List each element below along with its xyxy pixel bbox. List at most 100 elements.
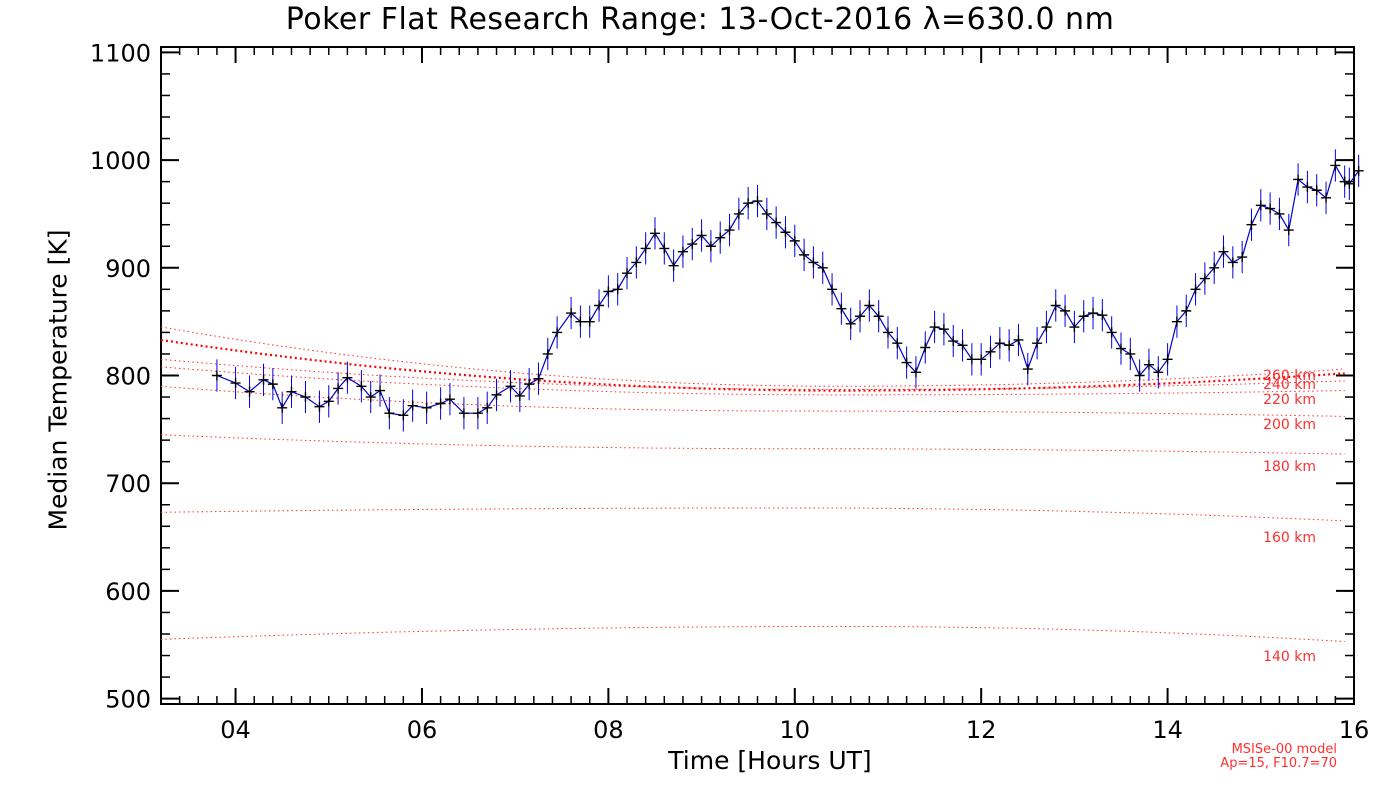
data-point bbox=[1181, 305, 1192, 316]
data-point bbox=[901, 357, 912, 368]
y-tick-label: 800 bbox=[105, 363, 151, 391]
data-point bbox=[575, 316, 586, 327]
data-markers bbox=[211, 160, 1364, 421]
data-point bbox=[864, 300, 875, 311]
data-point bbox=[836, 303, 847, 314]
data-point bbox=[375, 385, 386, 396]
data-point bbox=[1032, 338, 1043, 349]
data-point bbox=[631, 257, 642, 268]
model-label: 140 km bbox=[1263, 649, 1316, 665]
data-point bbox=[724, 225, 735, 236]
data-point bbox=[1246, 219, 1257, 230]
series-line bbox=[216, 163, 1360, 417]
y-tick-label: 700 bbox=[105, 470, 151, 498]
data-point bbox=[1115, 343, 1126, 354]
data-point bbox=[1078, 311, 1089, 322]
data-point bbox=[1106, 327, 1117, 338]
data-point bbox=[244, 386, 255, 397]
data-point bbox=[566, 308, 577, 319]
data-point bbox=[482, 402, 493, 413]
data-point bbox=[799, 249, 810, 260]
data-point bbox=[552, 327, 563, 338]
y-tick-label: 1000 bbox=[90, 147, 151, 175]
x-tick-label: 06 bbox=[407, 716, 438, 744]
model-curves bbox=[160, 326, 1345, 642]
data-point bbox=[640, 243, 651, 254]
data-point bbox=[435, 398, 446, 409]
data-point bbox=[342, 372, 353, 383]
data-point bbox=[817, 262, 828, 273]
data-point bbox=[910, 367, 921, 378]
data-point bbox=[985, 346, 996, 357]
data-point bbox=[1255, 200, 1266, 211]
data-point bbox=[957, 340, 968, 351]
data-point bbox=[1302, 182, 1313, 193]
data-point bbox=[780, 227, 791, 238]
data-point bbox=[659, 243, 670, 254]
data-point bbox=[948, 336, 959, 347]
model-label: 220 km bbox=[1263, 392, 1316, 408]
model-note-name: MSISe-00 model bbox=[1231, 742, 1337, 757]
data-point bbox=[705, 241, 716, 252]
data-point bbox=[1199, 273, 1210, 284]
data-point bbox=[333, 383, 344, 394]
data-point bbox=[267, 379, 278, 390]
data-point bbox=[1004, 340, 1015, 351]
data-point bbox=[323, 396, 334, 407]
data-point bbox=[1283, 225, 1294, 236]
data-point bbox=[994, 338, 1005, 349]
data-point bbox=[808, 257, 819, 268]
data-point bbox=[603, 286, 614, 297]
data-point bbox=[365, 392, 376, 403]
data-point bbox=[277, 402, 288, 413]
data-point bbox=[398, 410, 409, 421]
data-point bbox=[771, 217, 782, 228]
x-tick-label: 08 bbox=[593, 716, 624, 744]
tick-labels: 04 06 08 10 12 14 16 500 600 700 800 900 1000 1100 bbox=[90, 39, 1369, 744]
y-tick-label: 500 bbox=[105, 686, 151, 714]
data-point bbox=[715, 232, 726, 243]
data-point bbox=[458, 408, 469, 419]
data-point bbox=[505, 381, 516, 392]
data-point bbox=[920, 342, 931, 353]
data-point bbox=[892, 338, 903, 349]
data-point bbox=[929, 322, 940, 333]
data-point bbox=[524, 379, 535, 390]
data-point bbox=[668, 260, 679, 271]
data-point bbox=[1190, 284, 1201, 295]
data-point bbox=[1339, 176, 1350, 187]
data-point bbox=[1265, 203, 1276, 214]
data-point bbox=[1330, 160, 1341, 171]
error-bars bbox=[216, 149, 1360, 432]
data-point bbox=[1321, 192, 1332, 203]
plot-frame bbox=[160, 46, 1355, 705]
data-point bbox=[938, 324, 949, 335]
data-point bbox=[258, 374, 269, 385]
x-tick-label: 16 bbox=[1339, 716, 1370, 744]
data-point bbox=[1097, 310, 1108, 321]
y-tick-label: 900 bbox=[105, 255, 151, 283]
data-point bbox=[584, 316, 595, 327]
data-point bbox=[1134, 370, 1145, 381]
data-point bbox=[421, 402, 432, 413]
data-point bbox=[1237, 252, 1248, 263]
data-point bbox=[1293, 174, 1304, 185]
data-point bbox=[1125, 348, 1136, 359]
data-series bbox=[216, 163, 1360, 417]
data-point bbox=[966, 354, 977, 365]
data-point bbox=[1171, 316, 1182, 327]
data-point bbox=[827, 284, 838, 295]
model-curve-260km bbox=[160, 326, 1345, 387]
data-point bbox=[230, 378, 241, 389]
model-label: 260 km bbox=[1263, 368, 1316, 384]
data-point bbox=[384, 408, 395, 419]
data-point bbox=[873, 311, 884, 322]
data-point bbox=[1013, 334, 1024, 345]
model-label: 180 km bbox=[1263, 459, 1316, 475]
data-point bbox=[1311, 185, 1322, 196]
data-point bbox=[761, 208, 772, 219]
data-point bbox=[1153, 367, 1164, 378]
data-point bbox=[1218, 246, 1229, 257]
data-point bbox=[1022, 364, 1033, 375]
